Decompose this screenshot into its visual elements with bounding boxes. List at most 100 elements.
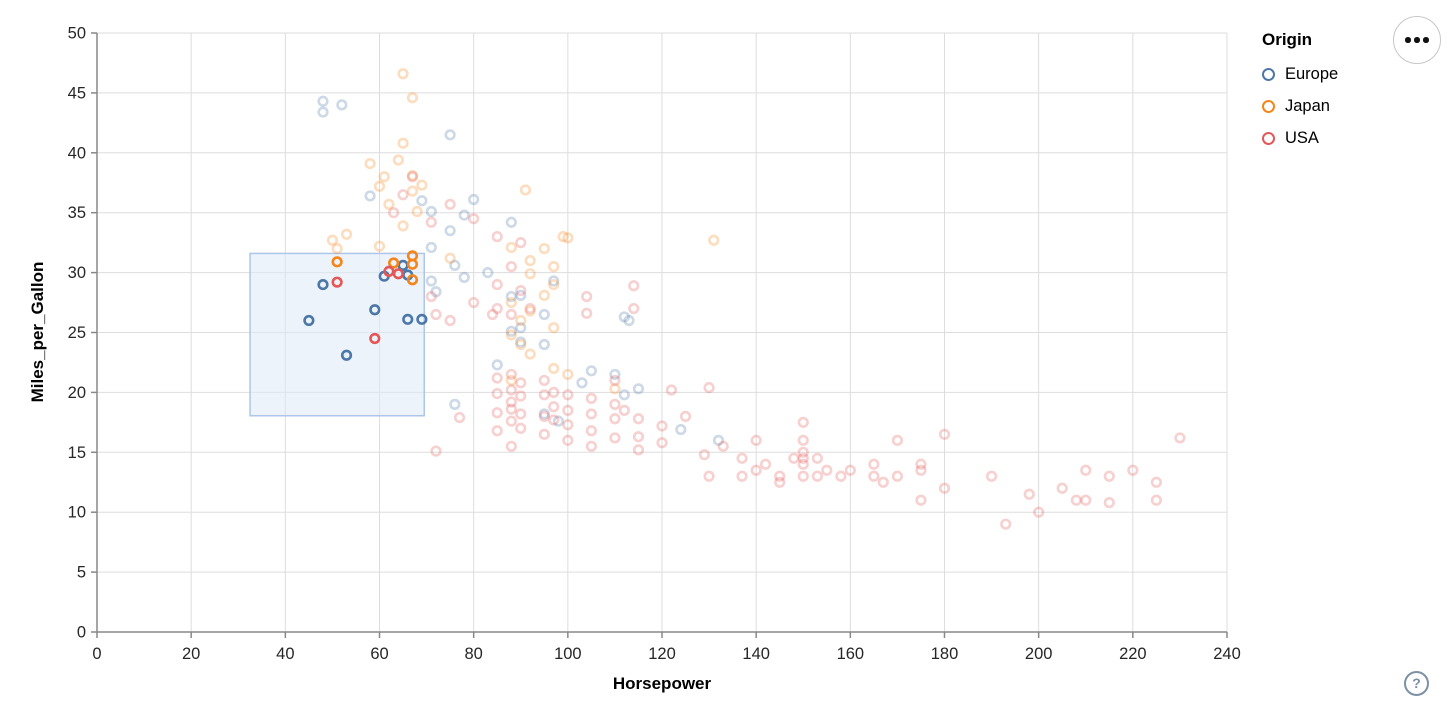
data-point-europe[interactable] [317, 106, 329, 118]
data-point-europe[interactable] [444, 129, 456, 141]
data-point-usa[interactable] [538, 374, 550, 387]
data-point-usa[interactable] [538, 428, 550, 440]
data-point-japan[interactable] [406, 185, 419, 197]
data-point-japan[interactable] [708, 234, 720, 246]
data-point-usa[interactable] [628, 302, 640, 315]
data-point-europe[interactable] [468, 193, 480, 206]
data-point-europe[interactable] [712, 434, 725, 446]
data-point-usa[interactable] [985, 470, 998, 482]
data-point-europe[interactable] [369, 304, 381, 316]
data-point-japan[interactable] [331, 243, 343, 255]
data-point-usa[interactable] [505, 261, 517, 273]
data-point-usa[interactable] [505, 308, 517, 321]
data-point-usa[interactable] [811, 470, 823, 482]
data-point-europe[interactable] [364, 190, 376, 202]
data-point-usa[interactable] [491, 372, 503, 384]
data-point-usa[interactable] [468, 213, 480, 225]
data-point-japan[interactable] [373, 240, 386, 252]
data-point-usa[interactable] [581, 290, 593, 303]
data-point-europe[interactable] [425, 241, 437, 254]
data-point-usa[interactable] [915, 464, 927, 476]
data-point-japan[interactable] [373, 180, 386, 192]
data-point-japan[interactable] [562, 368, 574, 381]
data-point-usa[interactable] [562, 419, 574, 431]
data-point-usa[interactable] [915, 494, 927, 506]
data-point-europe[interactable] [340, 349, 353, 361]
data-point-usa[interactable] [609, 398, 621, 410]
data-point-usa[interactable] [938, 428, 951, 440]
chart-options-menu-button[interactable] [1393, 16, 1441, 64]
data-point-usa[interactable] [1023, 488, 1035, 500]
data-point-usa[interactable] [383, 265, 395, 278]
data-point-usa[interactable] [548, 386, 560, 399]
data-point-usa[interactable] [618, 404, 630, 416]
data-point-usa[interactable] [811, 452, 823, 464]
data-point-europe[interactable] [425, 205, 437, 218]
data-point-japan[interactable] [406, 92, 419, 104]
data-point-japan[interactable] [406, 258, 419, 270]
data-point-europe[interactable] [609, 368, 621, 381]
data-point-europe[interactable] [317, 95, 329, 107]
data-point-usa[interactable] [585, 408, 597, 420]
data-point-usa[interactable] [1033, 506, 1045, 518]
data-point-usa[interactable] [515, 408, 527, 420]
data-point-usa[interactable] [491, 231, 503, 243]
data-point-europe[interactable] [425, 275, 437, 287]
data-point-usa[interactable] [797, 458, 809, 470]
data-point-usa[interactable] [369, 332, 381, 345]
data-point-usa[interactable] [491, 407, 503, 419]
data-point-japan[interactable] [388, 257, 400, 269]
data-point-usa[interactable] [331, 276, 343, 288]
data-point-usa[interactable] [491, 387, 503, 400]
data-point-usa[interactable] [938, 482, 951, 494]
data-point-usa[interactable] [736, 452, 748, 464]
data-point-usa[interactable] [915, 458, 927, 470]
data-point-europe[interactable] [505, 290, 517, 303]
data-point-usa[interactable] [505, 396, 517, 408]
data-point-japan[interactable] [505, 241, 517, 254]
data-point-europe[interactable] [505, 325, 517, 337]
data-point-europe[interactable] [416, 313, 428, 325]
data-point-europe[interactable] [538, 338, 550, 351]
data-point-usa[interactable] [585, 392, 597, 404]
data-point-usa[interactable] [1174, 432, 1186, 444]
data-point-europe[interactable] [632, 383, 645, 395]
data-point-europe[interactable] [623, 314, 635, 327]
data-point-japan[interactable] [505, 296, 517, 309]
data-point-japan[interactable] [406, 274, 419, 286]
data-point-usa[interactable] [397, 189, 409, 201]
data-point-usa[interactable] [392, 268, 404, 280]
data-point-usa[interactable] [430, 445, 442, 457]
data-point-usa[interactable] [609, 374, 621, 387]
data-point-usa[interactable] [425, 290, 437, 303]
data-point-usa[interactable] [515, 390, 527, 402]
data-point-europe[interactable] [515, 289, 527, 301]
data-point-usa[interactable] [750, 464, 762, 476]
data-point-usa[interactable] [515, 422, 527, 434]
data-point-usa[interactable] [774, 470, 786, 482]
data-point-europe[interactable] [402, 313, 414, 325]
data-point-usa[interactable] [609, 413, 621, 425]
data-point-usa[interactable] [468, 296, 480, 309]
data-point-usa[interactable] [665, 384, 678, 396]
data-point-usa[interactable] [698, 449, 710, 461]
data-point-usa[interactable] [703, 382, 715, 394]
data-point-usa[interactable] [406, 171, 419, 183]
data-point-europe[interactable] [618, 389, 630, 401]
data-point-usa[interactable] [788, 452, 800, 464]
data-point-usa[interactable] [1150, 494, 1162, 506]
data-point-europe[interactable] [552, 415, 565, 427]
data-point-usa[interactable] [562, 434, 574, 446]
data-point-usa[interactable] [430, 308, 442, 321]
data-point-europe[interactable] [317, 278, 329, 291]
data-point-japan[interactable] [378, 171, 390, 183]
data-point-usa[interactable] [538, 389, 550, 401]
data-point-usa[interactable] [505, 440, 517, 452]
data-point-europe[interactable] [416, 195, 428, 207]
data-point-japan[interactable] [331, 256, 343, 268]
data-point-usa[interactable] [821, 464, 833, 476]
data-point-japan[interactable] [416, 179, 428, 191]
data-point-europe[interactable] [585, 365, 597, 377]
data-point-usa[interactable] [750, 434, 762, 446]
data-point-usa[interactable] [797, 452, 809, 464]
